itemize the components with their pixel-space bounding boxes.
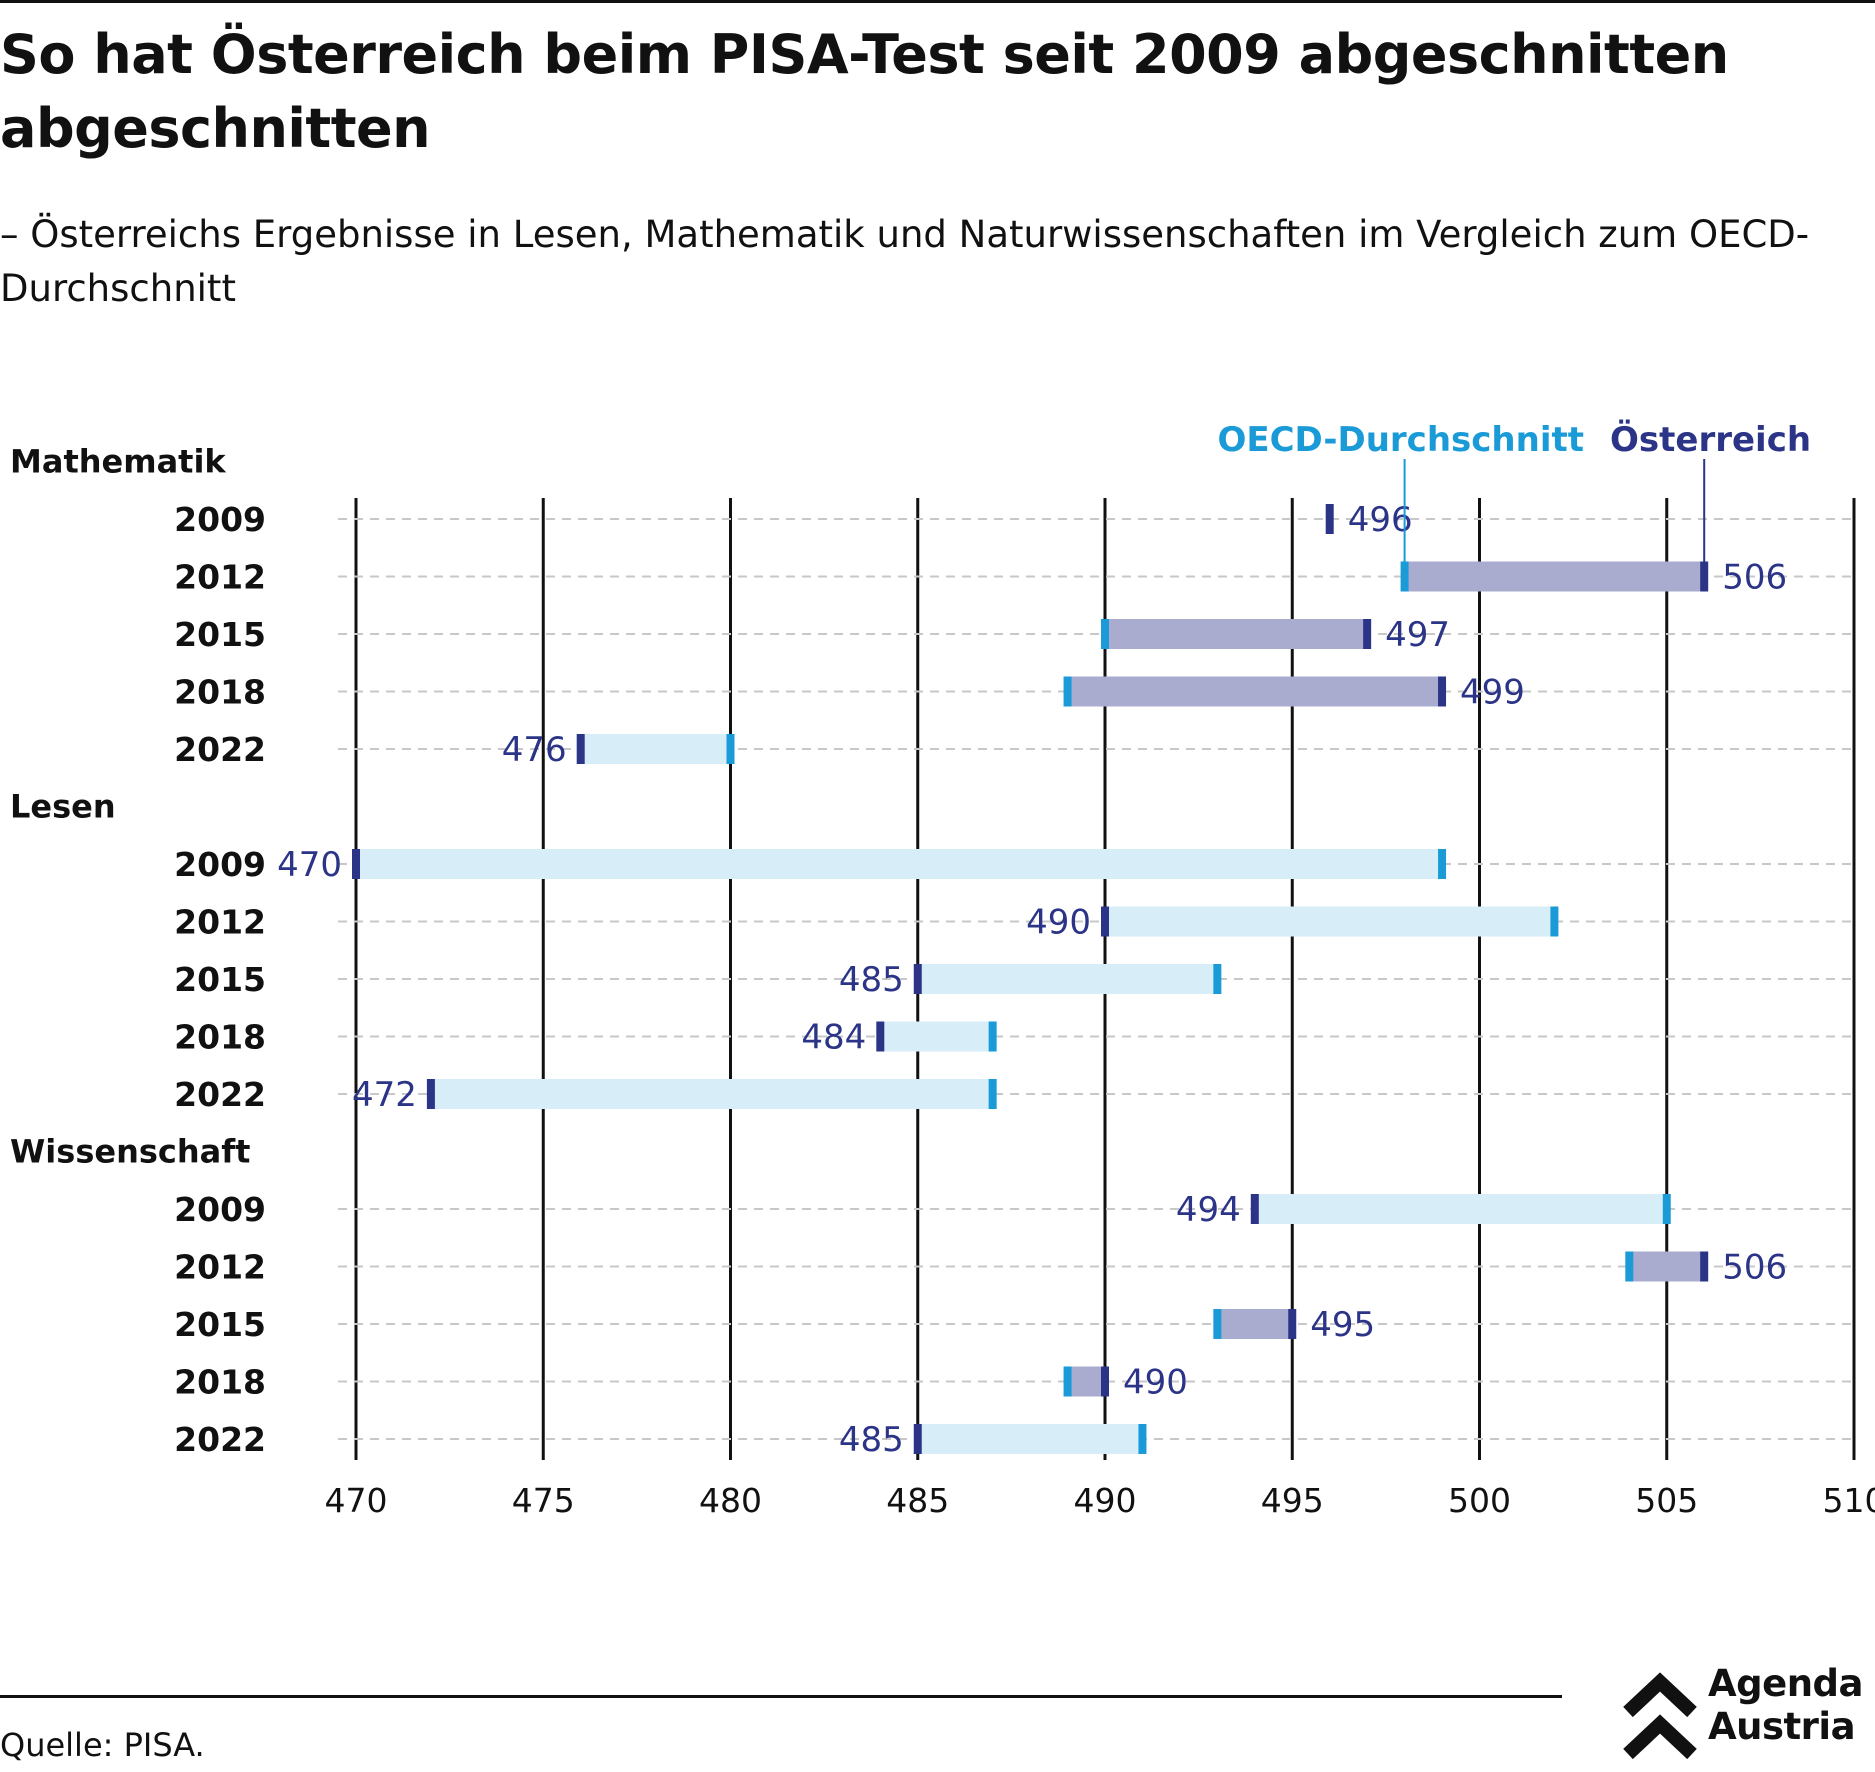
source-note: Quelle: PISA. [0, 1726, 205, 1764]
year-label: 2015 [174, 1305, 266, 1344]
logo-text: Agenda Austria [1708, 1662, 1864, 1748]
value-label: 470 [277, 845, 342, 885]
x-tick-label: 470 [325, 1481, 388, 1520]
oecd-marker [1213, 1309, 1222, 1339]
austria-marker [876, 1021, 885, 1052]
range-bar [1217, 1309, 1293, 1339]
value-label: 490 [1123, 1363, 1188, 1403]
value-label: 497 [1385, 615, 1450, 655]
oecd-marker [988, 1079, 997, 1109]
year-label: 2012 [174, 1248, 266, 1287]
range-bar [1254, 1194, 1667, 1224]
oecd-marker [1400, 561, 1409, 592]
chart-title: So hat Österreich beim PISA-Test seit 20… [0, 23, 1729, 160]
austria-marker [1700, 1251, 1709, 1282]
austria-marker [426, 1079, 435, 1109]
austria-marker [1101, 1366, 1109, 1397]
austria-marker [576, 734, 585, 764]
x-tick-label: 510 [1823, 1481, 1875, 1520]
oecd-marker [1063, 676, 1072, 707]
x-tick-label: 485 [886, 1481, 949, 1520]
range-bar [880, 1021, 993, 1052]
oecd-marker [1138, 1424, 1147, 1454]
range-bar [1067, 1366, 1105, 1397]
value-label: 506 [1722, 1248, 1787, 1288]
group-header: Lesen [10, 788, 116, 826]
group-header: Wissenschaft [10, 1133, 250, 1171]
x-tick-label: 475 [512, 1481, 575, 1520]
austria-marker [1325, 504, 1334, 534]
austria-marker [1250, 1194, 1259, 1224]
austria-marker [913, 1424, 922, 1454]
value-label: 490 [1026, 903, 1091, 943]
group-header: Mathematik [10, 443, 226, 481]
logo-line-2: Austria [1708, 1705, 1856, 1748]
year-label: 2012 [174, 558, 266, 597]
legend-oecd: OECD-Durchschnitt [1217, 420, 1584, 460]
chart-subtitle: – Österreichs Ergebnisse in Lesen, Mathe… [0, 213, 1810, 310]
range-bar [1404, 561, 1705, 592]
value-label: 506 [1722, 558, 1787, 598]
x-tick-label: 490 [1074, 1481, 1137, 1520]
range-bar [917, 964, 1218, 994]
year-label: 2009 [174, 845, 266, 884]
year-label: 2009 [174, 500, 266, 539]
value-label: 472 [352, 1075, 417, 1115]
value-label: 485 [839, 1420, 904, 1460]
austria-marker [1363, 619, 1372, 649]
bottom-rule [0, 1695, 1562, 1698]
austria-marker [1438, 676, 1447, 707]
year-label: 2018 [174, 673, 266, 712]
value-label: 485 [839, 960, 904, 1000]
chevron-logo-icon [1623, 1672, 1697, 1760]
value-label: 496 [1348, 500, 1413, 540]
range-bar [1629, 1251, 1705, 1282]
oecd-marker [1101, 619, 1109, 649]
year-label: 2022 [174, 1075, 266, 1114]
logo-line-1: Agenda [1708, 1662, 1864, 1705]
top-rule [0, 0, 1875, 3]
oecd-marker [988, 1021, 997, 1052]
range-bar [917, 1424, 1143, 1454]
range-bar [356, 849, 1443, 879]
value-label: 499 [1460, 673, 1525, 713]
year-label: 2015 [174, 960, 266, 999]
x-tick-label: 480 [699, 1481, 762, 1520]
value-label: 494 [1176, 1190, 1241, 1230]
oecd-marker [726, 734, 735, 764]
pisa-range-chart: 470 475 480 485 490 495 500 505 510 Mathematik 200… [10, 419, 1875, 1520]
range-bar [430, 1079, 993, 1109]
oecd-marker [1213, 964, 1222, 994]
year-label: 2022 [174, 1420, 266, 1459]
oecd-marker [1625, 1251, 1634, 1282]
oecd-marker [1550, 906, 1559, 937]
value-label: 484 [801, 1018, 866, 1058]
legend-austria: Österreich [1610, 419, 1811, 460]
agenda-austria-logo: Agenda Austria [1620, 1662, 1875, 1772]
austria-marker [1101, 906, 1109, 937]
oecd-marker [1438, 849, 1447, 879]
range-bar [1105, 619, 1368, 649]
range-bar [1105, 906, 1555, 937]
year-label: 2018 [174, 1018, 266, 1057]
value-label: 476 [502, 730, 567, 770]
oecd-marker [1063, 1366, 1072, 1397]
range-bar [580, 734, 731, 764]
oecd-marker [1662, 1194, 1671, 1224]
year-label: 2015 [174, 615, 266, 654]
year-label: 2018 [174, 1363, 266, 1402]
value-label: 495 [1310, 1305, 1375, 1345]
range-bar [1067, 676, 1443, 707]
austria-marker [1288, 1309, 1297, 1339]
austria-marker [352, 849, 360, 879]
x-tick-label: 505 [1635, 1481, 1698, 1520]
austria-marker [1700, 561, 1709, 592]
year-label: 2009 [174, 1190, 266, 1229]
x-tick-label: 500 [1448, 1481, 1511, 1520]
x-tick-label: 495 [1261, 1481, 1324, 1520]
year-label: 2012 [174, 903, 266, 942]
austria-marker [913, 964, 922, 994]
year-label: 2022 [174, 730, 266, 769]
